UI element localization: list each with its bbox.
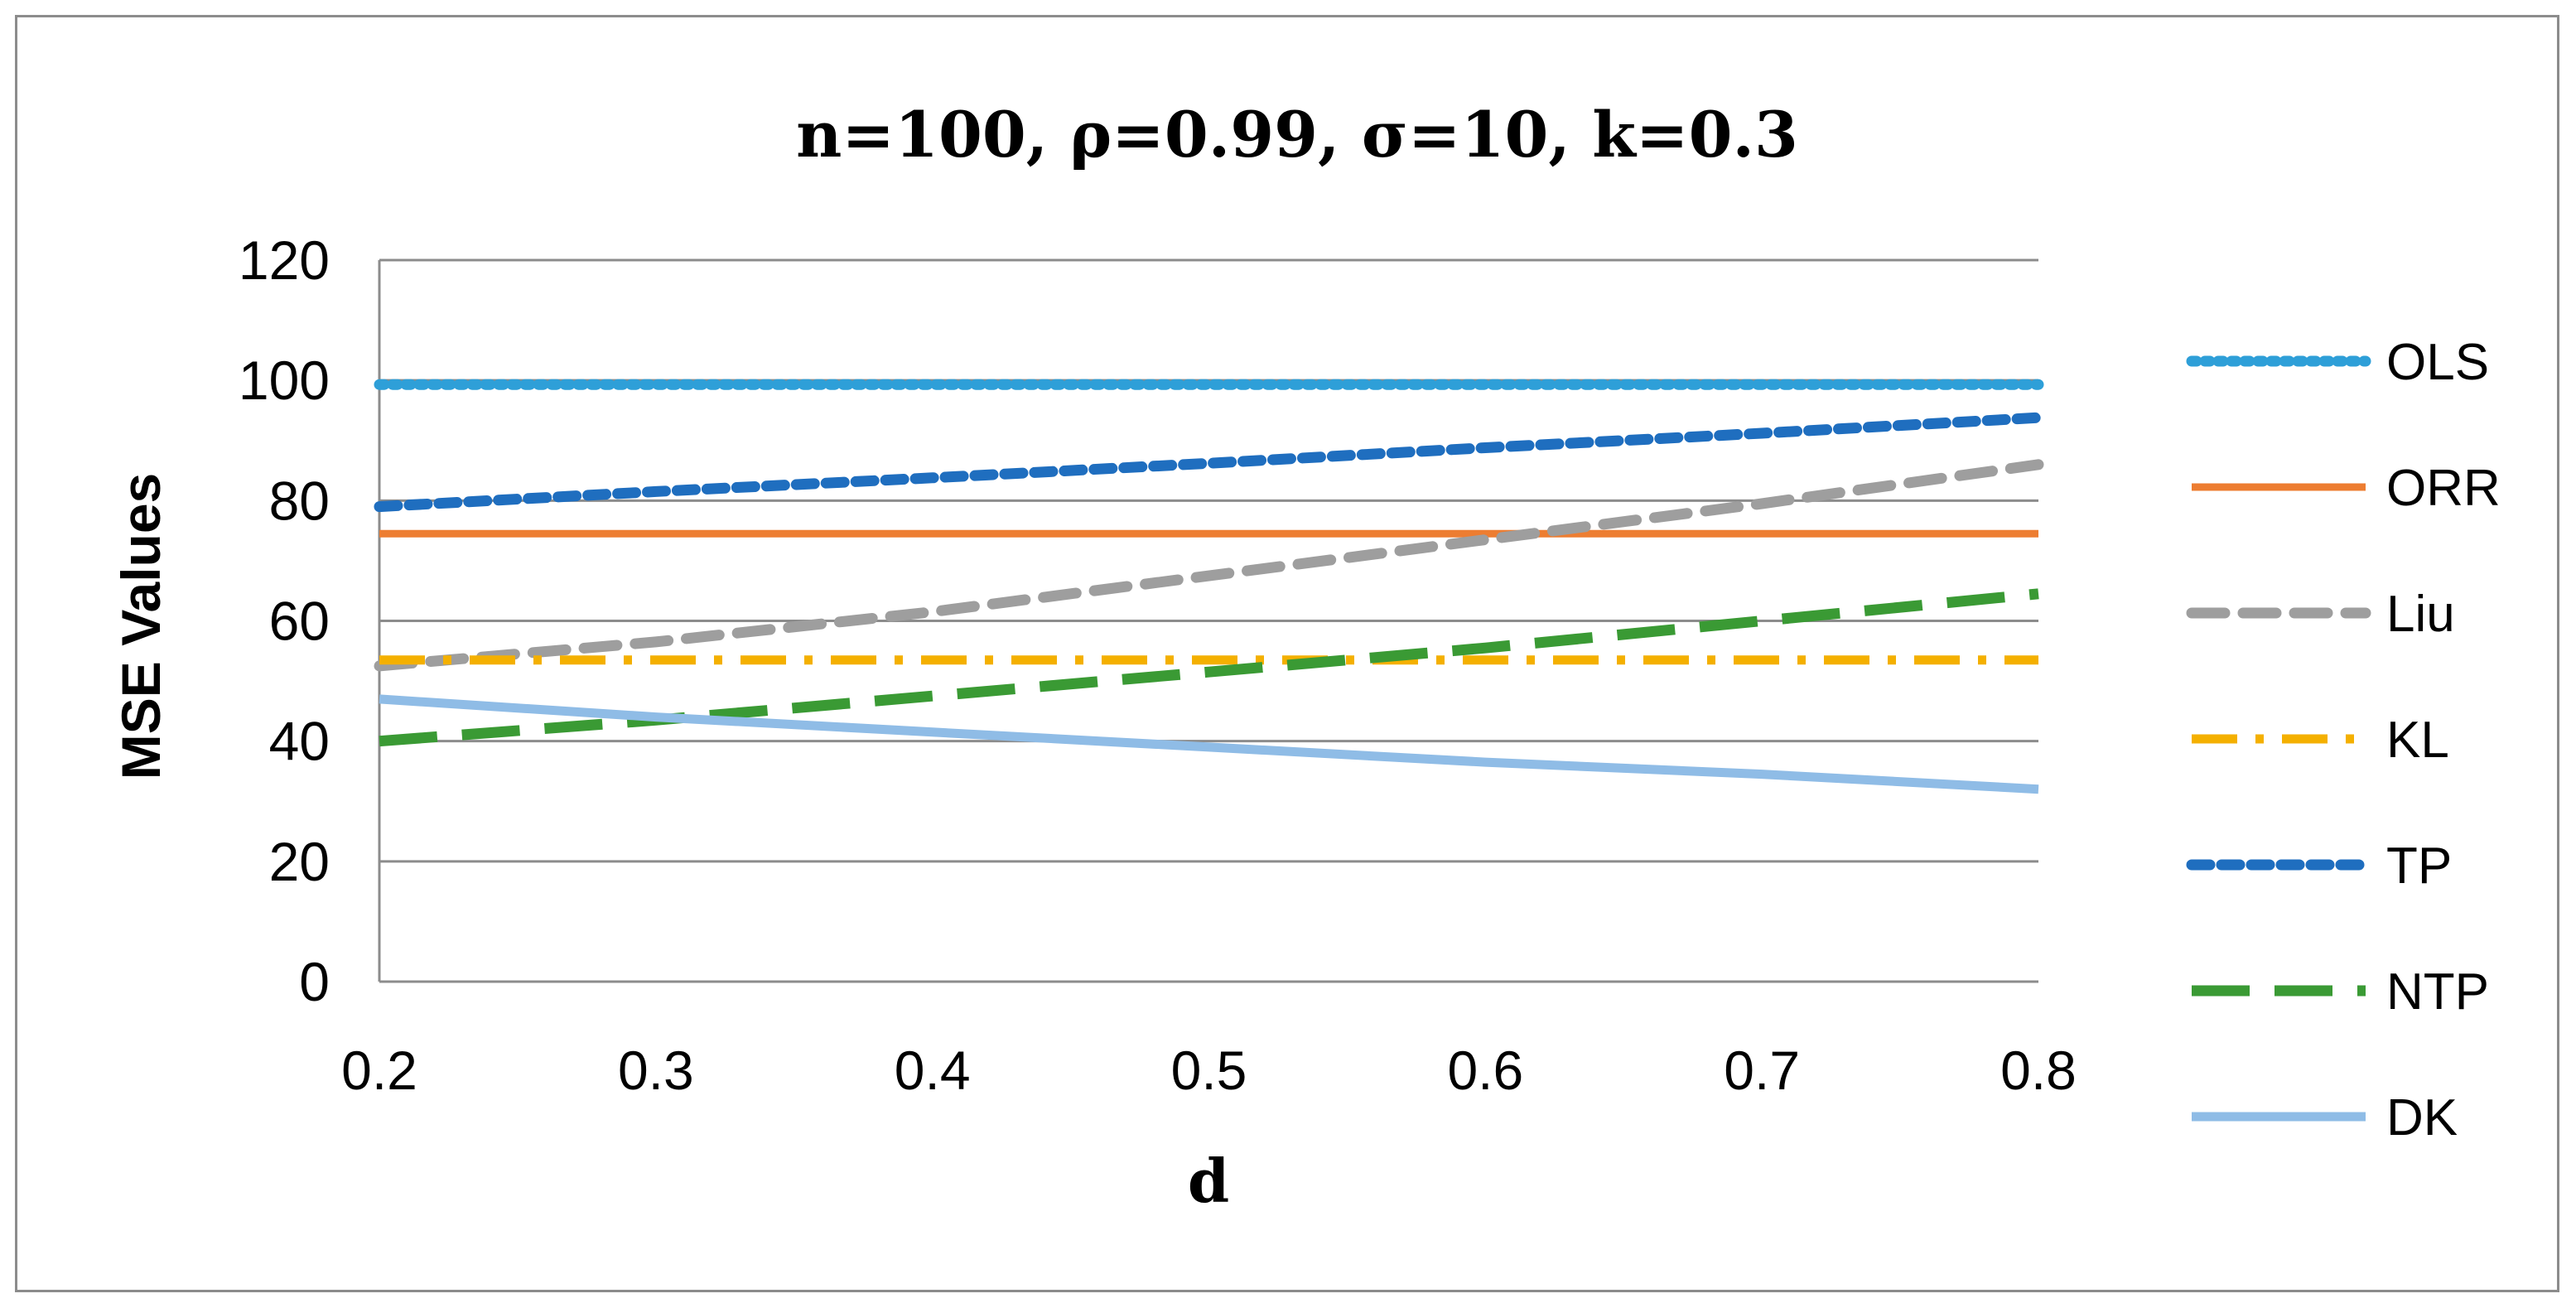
legend-label-dk: DK — [2386, 1089, 2458, 1146]
legend-label-ols: OLS — [2386, 334, 2489, 391]
x-axis-label: d — [1188, 1146, 1229, 1216]
chart-frame: n=100, ρ=0.99, σ=10, k=0.3 0 20 40 60 80 100 1… — [15, 15, 2559, 1292]
axis-layer: 0 20 40 60 80 100 120 0.2 0.3 0.4 0.5 0.6 0.7 0.8 — [239, 229, 2077, 1101]
y-tick-label: 20 — [269, 831, 330, 892]
line-chart: n=100, ρ=0.99, σ=10, k=0.3 0 20 40 60 80 100 1… — [110, 98, 2501, 1216]
y-axis-label: MSE Values — [110, 473, 171, 780]
y-tick-label: 100 — [239, 350, 330, 411]
chart-title: n=100, ρ=0.99, σ=10, k=0.3 — [796, 98, 1798, 171]
y-tick-label: 120 — [239, 229, 330, 291]
x-tick-label: 0.3 — [618, 1040, 694, 1101]
series-line-liu — [374, 459, 2044, 672]
x-tick-label: 0.5 — [1171, 1040, 1247, 1101]
x-tick-label: 0.8 — [2000, 1040, 2077, 1101]
y-tick-label: 80 — [269, 470, 330, 531]
legend-label-liu: Liu — [2386, 586, 2455, 643]
x-tick-label: 0.7 — [1724, 1040, 1800, 1101]
x-tick-label: 0.2 — [341, 1040, 417, 1101]
series-line-tp — [374, 412, 2044, 513]
legend-label-ntp: NTP — [2386, 963, 2489, 1021]
x-tick-label: 0.6 — [1447, 1040, 1523, 1101]
legend: OLS ORR Liu KL TP NTP DK — [2186, 334, 2501, 1146]
legend-label-orr: ORR — [2386, 460, 2501, 517]
legend-label-tp: TP — [2386, 837, 2452, 895]
y-tick-label: 60 — [269, 591, 330, 652]
series-line-dk — [379, 694, 2039, 794]
y-tick-label: 40 — [269, 711, 330, 772]
legend-label-kl: KL — [2386, 712, 2449, 769]
y-tick-label: 0 — [299, 951, 330, 1012]
series-layer — [374, 379, 2044, 794]
x-tick-label: 0.4 — [895, 1040, 971, 1101]
